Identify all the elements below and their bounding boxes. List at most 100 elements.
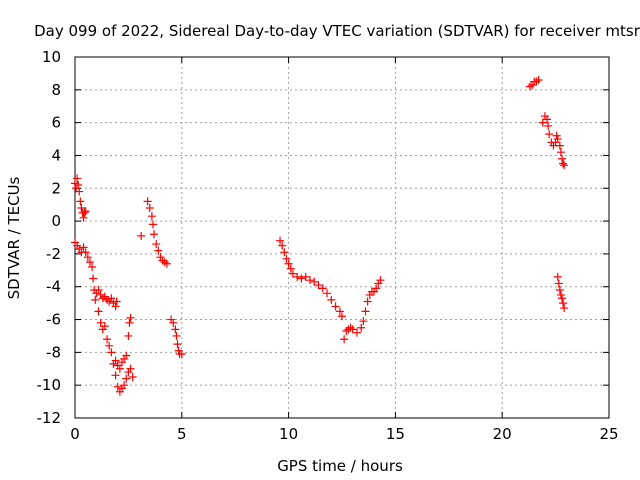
data-point [111, 302, 120, 311]
y-tick-label: 0 [51, 212, 61, 230]
data-point [152, 240, 161, 249]
data-point [74, 180, 83, 189]
data-point [122, 374, 131, 383]
data-point [297, 274, 306, 283]
series-track-k [553, 272, 569, 313]
data-point [79, 213, 88, 222]
data-point [96, 318, 105, 327]
data-point [89, 274, 98, 283]
data-point [338, 312, 346, 321]
data-point [555, 286, 564, 295]
data-point [91, 295, 100, 304]
data-point [94, 307, 103, 316]
series-track-j [538, 112, 569, 170]
data-point [103, 335, 112, 344]
data-point [372, 284, 381, 293]
axis-ticks: 0 5 10 15 20 25 -12 -10 -8 -6 -4 -2 0 2 4 6 8 10 [37, 48, 619, 443]
data-point [335, 307, 344, 316]
data-point [554, 279, 563, 288]
data-point [543, 115, 552, 124]
data-point [107, 348, 116, 357]
series-track-e [137, 197, 171, 268]
data-point [331, 302, 340, 311]
data-point [81, 248, 90, 257]
data-point [553, 135, 562, 144]
data-point [284, 259, 293, 268]
data-point [107, 294, 116, 303]
series-track-f [167, 315, 186, 359]
data-points [71, 75, 569, 396]
data-point [301, 272, 310, 281]
data-point [544, 121, 553, 130]
y-axis-label: SDTVAR / TECUs [5, 176, 23, 299]
series-track-i [525, 75, 543, 91]
data-point [286, 264, 295, 273]
data-point [288, 269, 297, 278]
x-tick-label: 10 [279, 425, 298, 443]
y-tick-label: 4 [51, 146, 61, 164]
data-point [293, 272, 302, 281]
y-tick-label: 10 [42, 48, 61, 66]
data-point [556, 290, 565, 299]
data-point [556, 148, 565, 157]
data-point [558, 154, 567, 163]
y-tick-label: -6 [46, 311, 61, 329]
data-point [318, 284, 327, 293]
data-point [310, 277, 319, 286]
data-point [126, 364, 135, 373]
data-point [171, 325, 180, 334]
data-point [79, 243, 88, 252]
data-point [177, 350, 186, 359]
data-point [126, 313, 135, 322]
x-axis-label: GPS time / hours [277, 457, 403, 475]
y-tick-label: -8 [46, 343, 61, 361]
data-point [76, 197, 85, 206]
data-point [552, 131, 561, 140]
data-point [276, 236, 285, 245]
data-point [553, 272, 562, 281]
data-point [145, 203, 154, 212]
x-tick-label: 20 [493, 425, 512, 443]
data-point [327, 295, 336, 304]
data-point [282, 254, 291, 263]
data-point [162, 259, 171, 268]
x-tick-label: 5 [177, 425, 187, 443]
chart-title: Day 099 of 2022, Sidereal Day-to-day VTE… [34, 22, 640, 40]
data-point [305, 276, 314, 285]
data-point [105, 341, 114, 350]
data-point [80, 208, 89, 217]
data-point [558, 294, 567, 303]
data-point [340, 335, 349, 344]
y-tick-label: -10 [37, 376, 62, 394]
data-point [534, 75, 543, 84]
data-point [150, 230, 159, 239]
data-point [280, 248, 289, 257]
data-point [137, 231, 146, 240]
y-tick-label: 6 [51, 114, 61, 132]
y-tick-label: -12 [37, 409, 62, 427]
y-tick-label: 2 [51, 179, 61, 197]
data-point [147, 212, 156, 221]
data-point [73, 174, 82, 183]
data-point [323, 289, 332, 298]
data-point [538, 118, 547, 127]
data-point [111, 371, 120, 380]
data-point [100, 322, 109, 331]
data-point [560, 161, 569, 170]
data-point [154, 246, 163, 255]
data-point [348, 325, 357, 334]
data-point [88, 263, 97, 272]
data-point [83, 253, 92, 262]
series-track-h [338, 276, 385, 344]
series-track-c [94, 307, 137, 396]
y-tick-label: -4 [46, 278, 61, 296]
x-tick-label: 25 [599, 425, 618, 443]
data-point [352, 328, 361, 337]
series-track-g [276, 236, 344, 316]
series-track-a [71, 174, 90, 222]
data-point [169, 318, 178, 327]
data-point [357, 323, 366, 332]
data-point [124, 331, 133, 340]
